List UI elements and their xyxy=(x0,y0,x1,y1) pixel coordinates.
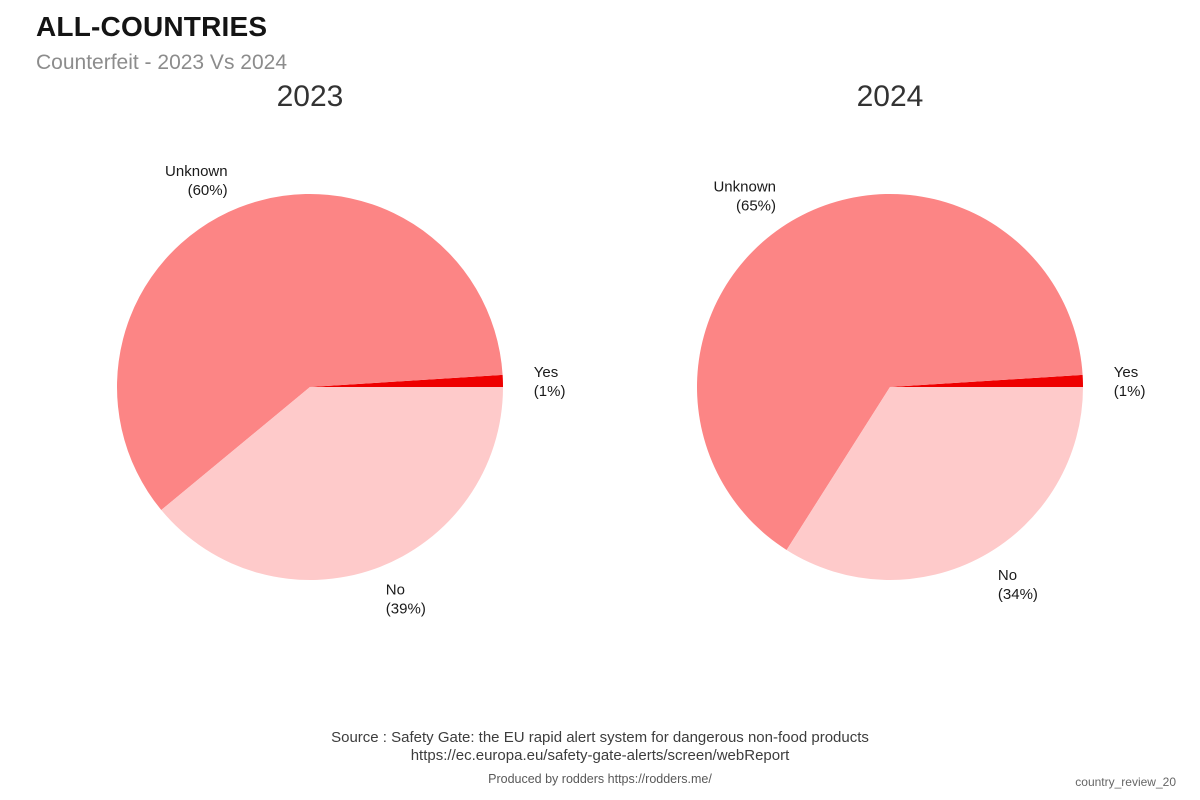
chart-title-2023: 2023 xyxy=(276,80,344,113)
pie-chart-2024: 2024 Yes (1%) Unknown (65%) No (34%) xyxy=(590,78,1190,640)
source-note: Source : Safety Gate: the EU rapid alert… xyxy=(0,729,1200,764)
slice-label-no-2024-pct: (34%) xyxy=(998,586,1038,603)
pie-slice-no-2023 xyxy=(161,387,504,580)
slice-label-yes-2024-pct: (1%) xyxy=(1114,383,1146,400)
slice-label-unknown-2023-name: Unknown xyxy=(165,163,228,180)
pie-slice-yes-2023 xyxy=(310,374,503,387)
file-watermark: country_review_20 xyxy=(1075,775,1176,789)
pie-chart-2023: 2023 Yes (1%) Unknown (60%) No (39%) xyxy=(10,78,610,640)
pie-slice-unknown-2024 xyxy=(697,194,1083,550)
slice-label-unknown-2024-name: Unknown xyxy=(713,178,776,195)
pie-slice-no-2024 xyxy=(786,387,1083,581)
slice-label-no-2024-name: No xyxy=(998,567,1017,584)
slice-label-no-2023-name: No xyxy=(386,582,405,599)
pie-slice-unknown-2023 xyxy=(117,193,503,511)
produced-by-note: Produced by rodders https://rodders.me/ xyxy=(488,772,712,786)
slice-label-unknown-2024-pct: (65%) xyxy=(736,197,776,214)
page-subtitle: Counterfeit - 2023 Vs 2024 xyxy=(36,51,287,74)
slice-label-unknown-2023-pct: (60%) xyxy=(188,182,228,199)
page-title: ALL-COUNTRIES xyxy=(36,11,268,42)
source-line-2: https://ec.europa.eu/safety-gate-alerts/… xyxy=(410,746,790,764)
pie-slice-yes-2024 xyxy=(890,374,1083,387)
chart-title-2024: 2024 xyxy=(856,80,924,113)
source-line-1: Source : Safety Gate: the EU rapid alert… xyxy=(331,729,869,746)
pie-svg-2023: Yes (1%) Unknown (60%) No (39%) xyxy=(117,163,566,618)
slice-label-yes-2023-name: Yes xyxy=(534,364,558,381)
slice-label-no-2023-pct: (39%) xyxy=(386,601,426,618)
pie-svg-2024: Yes (1%) Unknown (65%) No (34%) xyxy=(697,178,1146,603)
slice-label-yes-2023-pct: (1%) xyxy=(534,383,566,400)
slice-label-yes-2024-name: Yes xyxy=(1114,364,1138,381)
